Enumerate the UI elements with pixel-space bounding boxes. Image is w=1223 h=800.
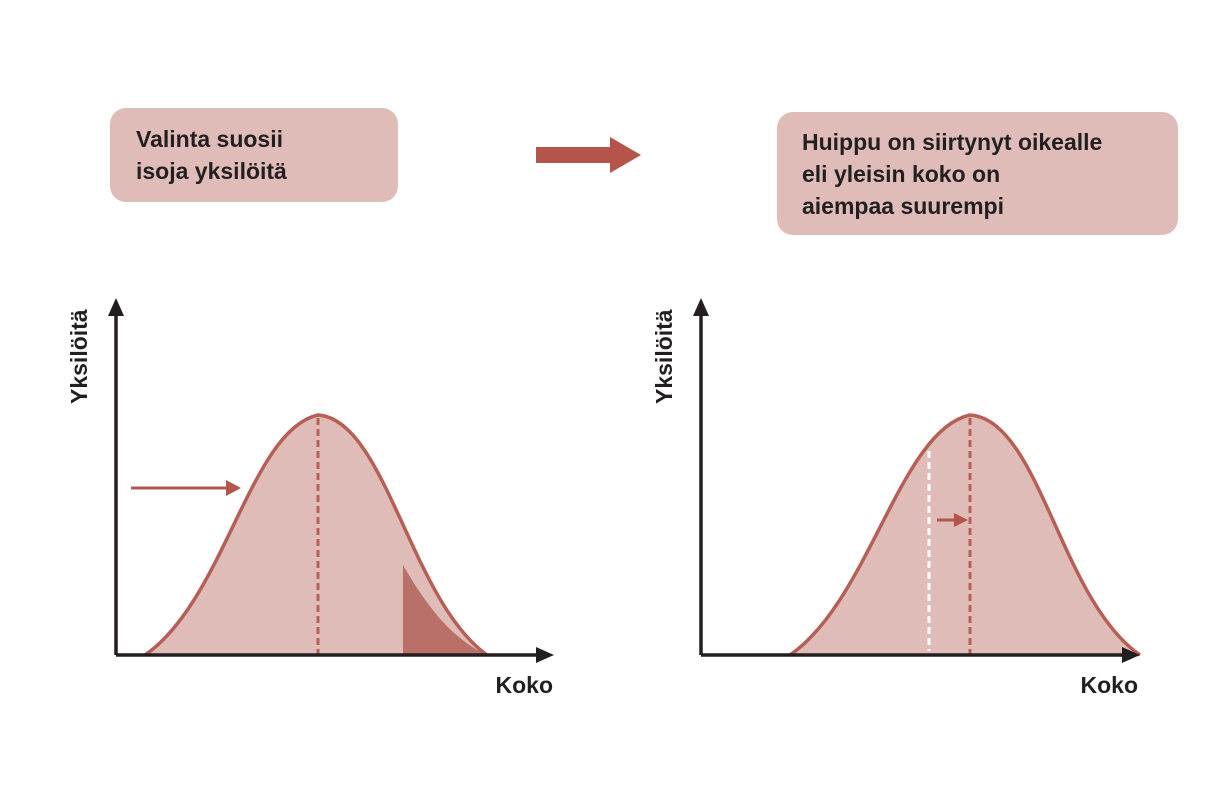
right-callout-line-2: eli yleisin koko on	[802, 161, 1001, 187]
left-selected-tail	[403, 565, 487, 655]
left-y-axis-label: Yksilöitä	[66, 309, 92, 404]
right-distribution-chart: Yksilöitä Koko	[651, 298, 1141, 698]
left-bell-curve-outline	[144, 413, 489, 657]
left-callout-line-1: Valinta suosii	[136, 126, 283, 152]
right-y-axis-label: Yksilöitä	[651, 309, 677, 404]
left-axes	[108, 298, 554, 663]
left-callout: Valinta suosii isoja yksilöitä	[110, 108, 398, 202]
right-bell-curve-fill	[790, 415, 1140, 655]
left-x-axis-label: Koko	[496, 672, 554, 698]
right-x-axis-label: Koko	[1081, 672, 1139, 698]
left-distribution-chart: Yksilöitä Koko	[66, 298, 554, 698]
left-callout-line-2: isoja yksilöitä	[136, 158, 287, 184]
right-shift-arrow	[937, 513, 968, 527]
left-bell-curve-fill	[145, 415, 487, 655]
right-arrow-icon	[536, 137, 641, 173]
right-axes	[693, 298, 1140, 663]
right-callout: Huippu on siirtynyt oikealle eli yleisin…	[777, 112, 1178, 235]
right-bell-curve-outline	[789, 413, 1141, 657]
right-callout-line-1: Huippu on siirtynyt oikealle	[802, 129, 1103, 155]
right-callout-line-3: aiempaa suurempi	[802, 193, 1004, 219]
left-selection-arrow	[131, 480, 241, 496]
